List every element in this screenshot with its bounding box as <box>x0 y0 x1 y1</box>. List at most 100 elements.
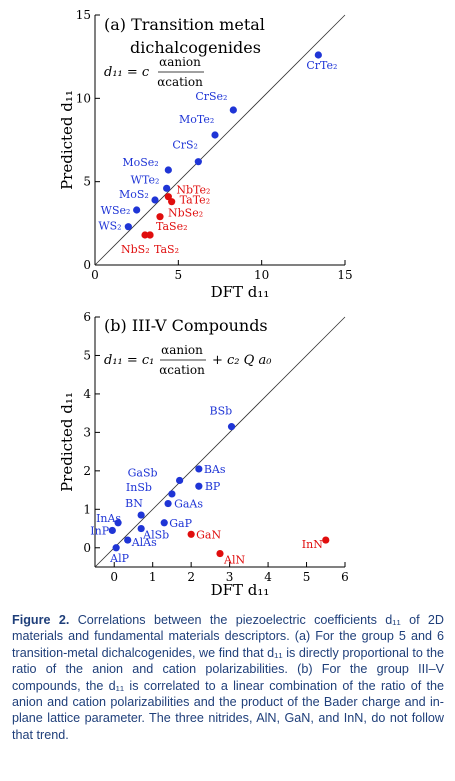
y-tick-label: 6 <box>83 310 91 324</box>
chart-svg: 0 1 2 3 4 5 6 0 1 2 3 4 5 6 (b) III-V Compounds d₁₁ = c… <box>58 310 349 599</box>
formula-lhs: d₁₁ = c₁ <box>104 353 154 368</box>
caption-text: Correlations between the piezoelectric c… <box>12 613 445 742</box>
point-label: WSe₂ <box>101 204 131 217</box>
point-label: WTe₂ <box>131 173 160 186</box>
data-point <box>160 519 168 527</box>
point-label: AlSb <box>142 529 169 542</box>
chart-iii-v-compounds: 0 1 2 3 4 5 6 0 1 2 3 4 5 6 (b) III-V Compounds d₁₁ = c… <box>0 305 455 605</box>
data-point <box>151 196 159 204</box>
data-point <box>108 526 116 535</box>
x-tick-label: 4 <box>264 570 272 584</box>
formula-denominator: αcation <box>157 75 203 89</box>
data-point <box>137 524 145 533</box>
chart-title: dichalcogenides <box>130 38 261 57</box>
data-point <box>112 544 120 552</box>
point-label: GaN <box>196 528 221 541</box>
diagonal-line <box>94 316 346 568</box>
point-label: AlAs <box>131 536 157 549</box>
point-label: InN <box>302 538 323 551</box>
y-tick-label: 5 <box>83 348 91 362</box>
x-tick-label: 2 <box>187 570 195 584</box>
formula-lhs: d₁₁ = c <box>104 65 150 80</box>
data-point <box>137 511 145 519</box>
data-point <box>227 423 236 431</box>
y-tick-label: 0 <box>83 258 91 272</box>
figure-caption: Figure 2. Correlations between the piezo… <box>12 612 444 743</box>
point-label: CrTe₂ <box>306 59 337 72</box>
data-point <box>146 231 154 239</box>
chart-title: (a) Transition metal <box>104 15 265 34</box>
y-tick-label: 10 <box>76 91 91 105</box>
y-tick-label: 1 <box>83 502 91 516</box>
data-point <box>195 465 203 473</box>
x-tick-label: 5 <box>303 570 311 584</box>
y-tick-label: 0 <box>83 541 91 555</box>
diagonal-line <box>94 14 346 266</box>
point-label: InP <box>90 524 109 537</box>
data-point <box>194 158 202 166</box>
data-point <box>168 490 176 498</box>
data-point <box>133 206 141 214</box>
data-point <box>322 536 330 544</box>
y-tick-label: 5 <box>83 175 91 189</box>
data-point <box>176 476 184 485</box>
x-axis-label: DFT d₁₁ <box>211 283 270 300</box>
point-label: TaSe₂ <box>156 220 188 233</box>
point-label: MoS₂ <box>119 188 149 201</box>
data-point <box>229 106 237 114</box>
x-tick-label: 5 <box>175 268 183 282</box>
x-tick-label: 6 <box>341 570 349 584</box>
point-label: WS₂ <box>98 220 121 233</box>
data-point <box>164 166 172 174</box>
x-tick-label: 10 <box>254 268 269 282</box>
x-tick-label: 3 <box>226 570 234 584</box>
point-label: GaAs <box>174 498 203 511</box>
data-point <box>168 198 176 206</box>
point-label: NbTe₂ <box>176 184 210 197</box>
y-tick-label: 2 <box>83 464 91 478</box>
data-point <box>187 530 195 538</box>
point-label: InSb <box>126 481 152 494</box>
chart-svg: 0 5 10 15 0 5 10 15 (a) Transition metal dichalco… <box>58 8 353 301</box>
caption-label: Figure 2. <box>12 613 70 627</box>
formula-numerator: αanion <box>161 343 203 357</box>
x-tick-label: 15 <box>337 268 352 282</box>
x-tick-label: 0 <box>110 570 118 584</box>
point-label: BP <box>205 480 221 493</box>
data-point <box>156 213 164 221</box>
point-label: TaS₂ <box>154 243 179 256</box>
data-point <box>164 499 172 508</box>
point-label: BSb <box>210 405 233 418</box>
point-label: InAs <box>96 512 121 525</box>
point-label: CrSe₂ <box>195 90 227 103</box>
point-label: TaTe₂ <box>180 194 210 207</box>
data-point <box>163 184 171 192</box>
x-axis-label: DFT d₁₁ <box>211 581 270 599</box>
data-point <box>114 519 122 527</box>
data-point <box>195 482 203 490</box>
point-label: GaSb <box>128 466 158 479</box>
data-point <box>216 549 224 558</box>
y-tick-label: 15 <box>76 8 91 22</box>
y-tick-label: 4 <box>83 387 91 401</box>
point-label: AlP <box>109 552 129 565</box>
formula-rhs: + c₂ Q a₀ <box>212 353 272 368</box>
data-point <box>124 223 132 231</box>
y-axis-label: Predicted d₁₁ <box>58 392 76 492</box>
point-label: GaP <box>169 517 192 530</box>
formula-denominator: αcation <box>159 363 205 377</box>
point-label: CrS₂ <box>172 139 198 152</box>
y-axis-label: Predicted d₁₁ <box>58 90 76 190</box>
x-tick-label: 1 <box>149 570 157 584</box>
point-label: BAs <box>204 463 226 476</box>
point-label: MoSe₂ <box>122 156 158 169</box>
point-label: BN <box>125 497 143 510</box>
x-tick-label: 0 <box>91 268 99 282</box>
chart-title: (b) III-V Compounds <box>104 316 268 335</box>
data-point <box>314 51 322 59</box>
data-point <box>141 231 149 239</box>
chart-transition-metal-dichalcogenides: 0 5 10 15 0 5 10 15 (a) Transition metal dichalco… <box>0 0 455 301</box>
y-tick-label: 3 <box>83 425 91 439</box>
formula-numerator: αanion <box>159 55 201 69</box>
data-point <box>124 536 132 544</box>
